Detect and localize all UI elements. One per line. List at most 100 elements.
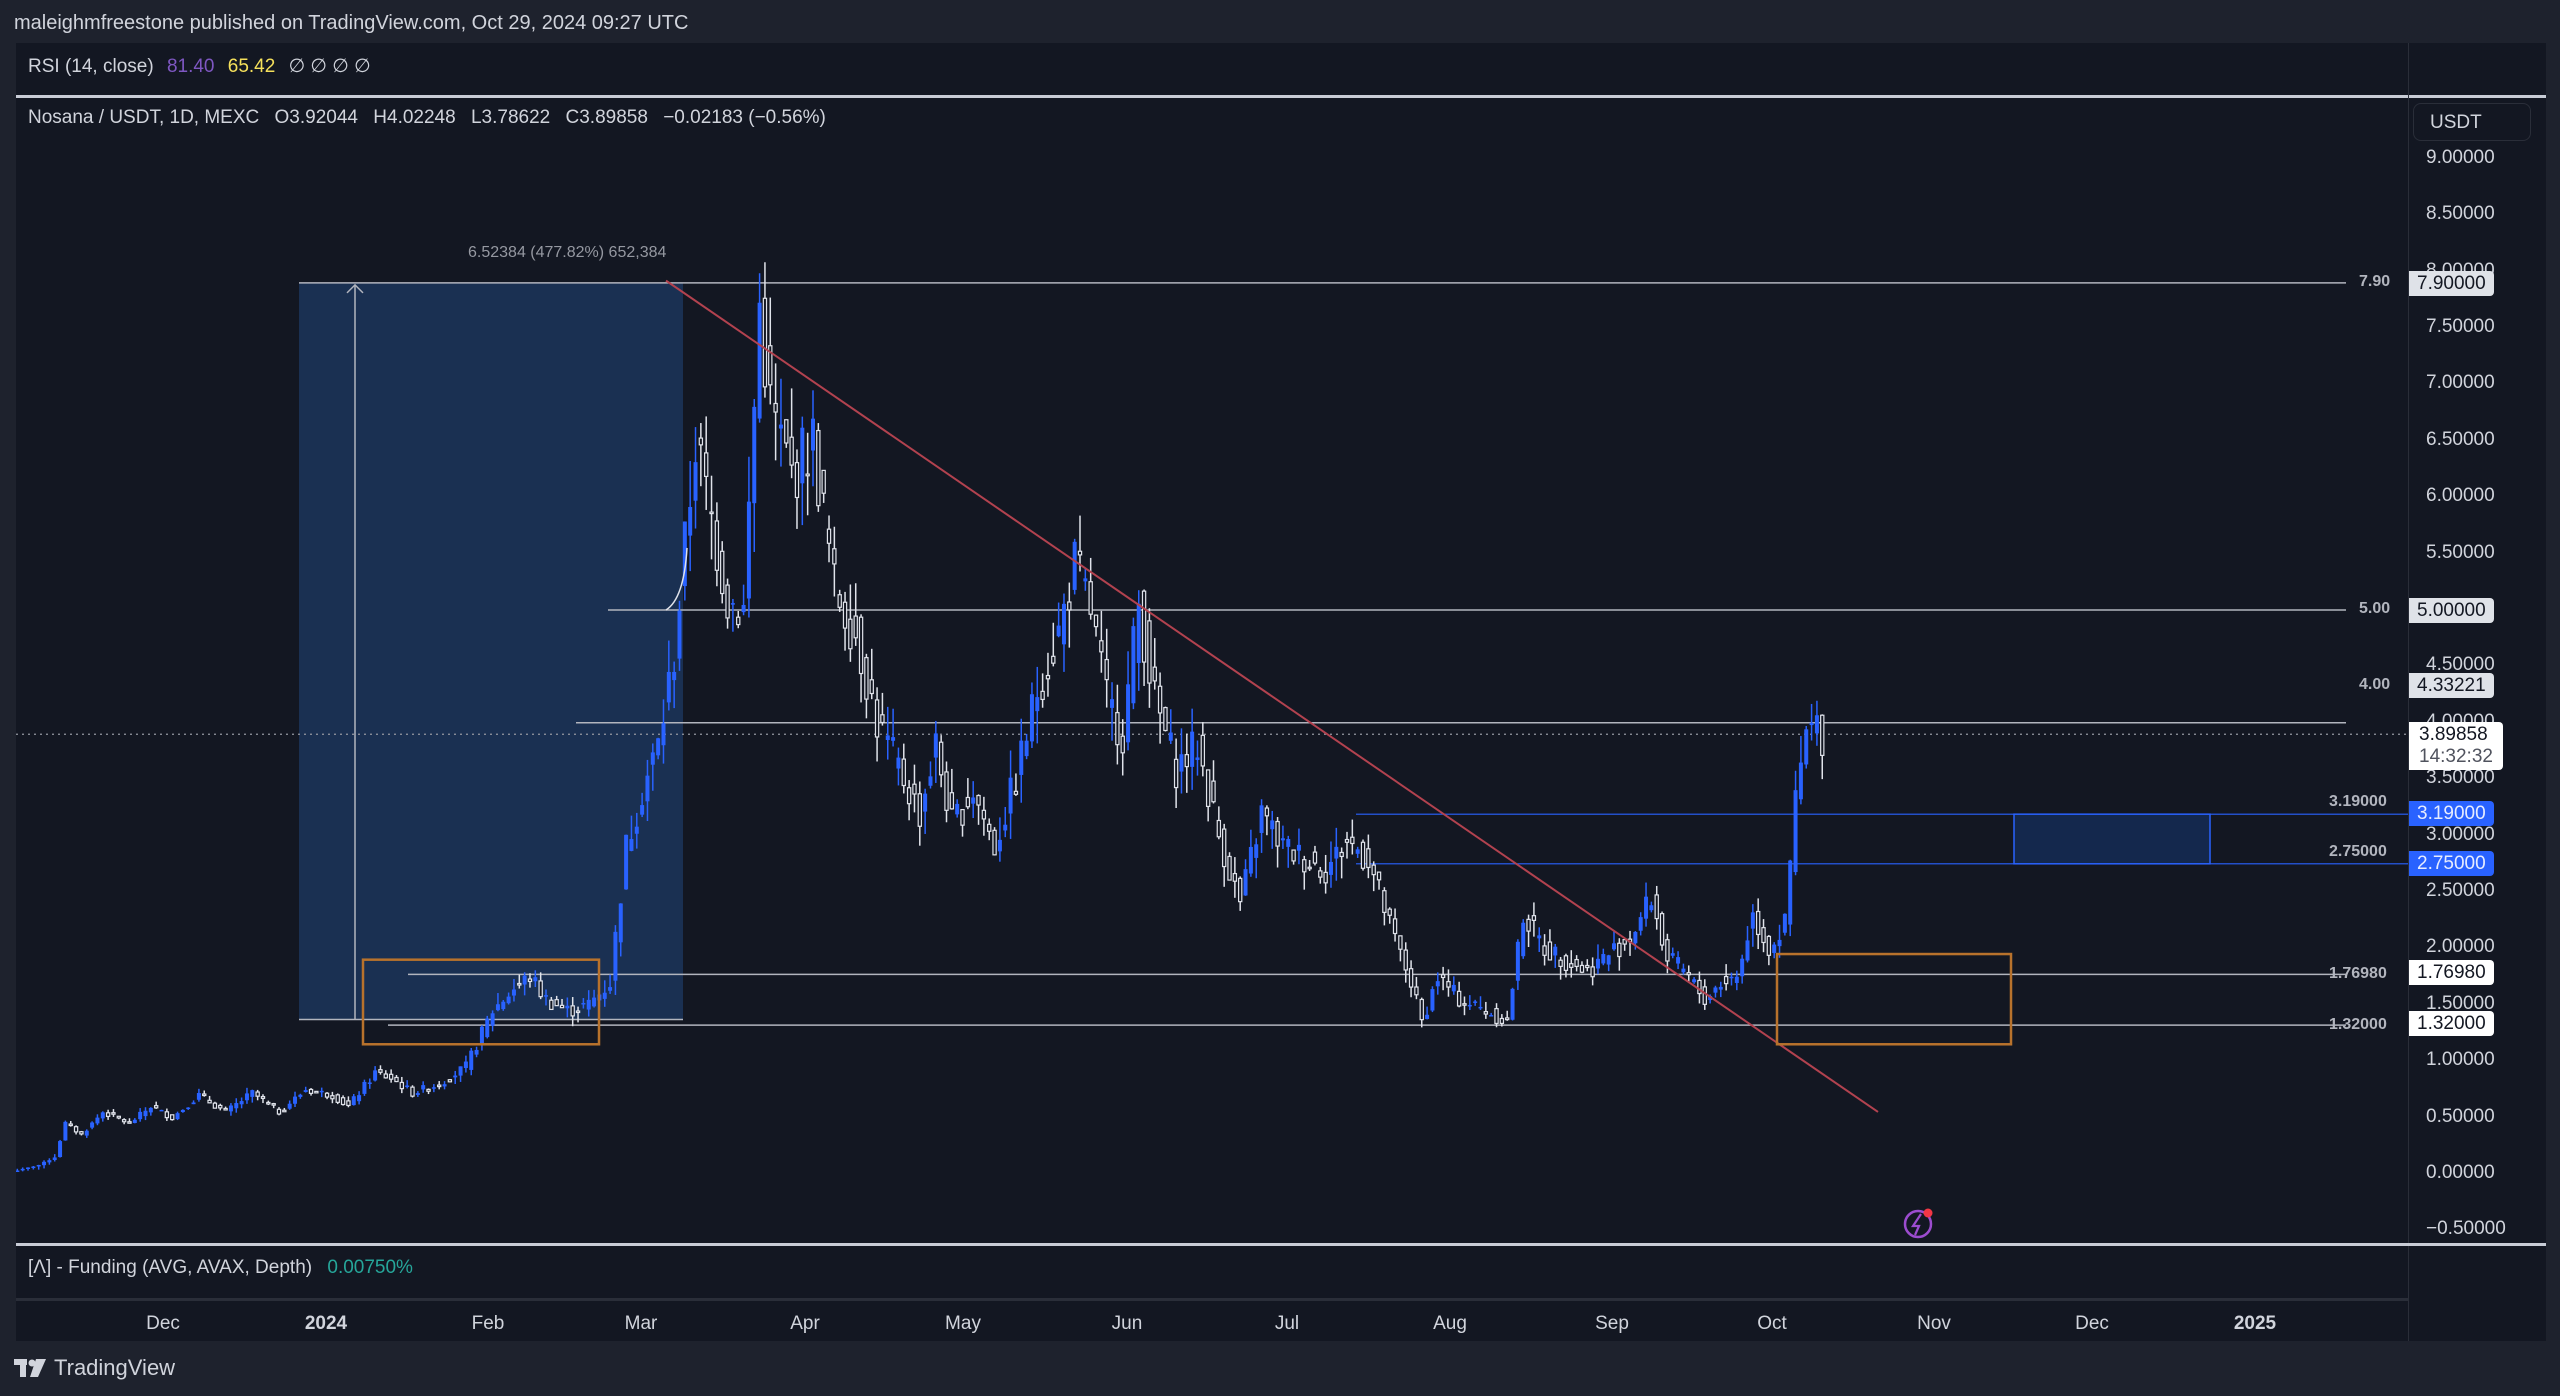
candle-up [624,834,629,890]
candle-down [127,1121,132,1124]
candle-down [1051,655,1056,664]
candle-down [965,796,971,808]
price-tag-500: 5.00000 [2409,598,2494,623]
tradingview-logo[interactable]: TradingView [14,1355,175,1381]
candle-up [1644,896,1649,919]
candle-down [1184,754,1189,768]
currency-button[interactable]: USDT [2413,103,2531,141]
candle-down [1200,734,1206,767]
candle-up [1777,939,1782,947]
candle-down [1761,927,1766,944]
candle-down [1371,864,1376,876]
candle-down [1440,974,1446,979]
candle-up [474,1049,479,1055]
candle-up [196,1093,201,1100]
measure-zone [299,282,683,1020]
candle-up [1510,988,1515,1020]
candle-up [1670,953,1675,956]
candle-up [688,506,693,536]
candle-up [1606,955,1611,965]
candle-up [250,1090,255,1097]
pane-divider-top[interactable] [16,95,2546,98]
pane-divider-bottom[interactable] [16,1243,2546,1246]
candle-down [276,1108,282,1115]
candle-up [63,1121,68,1141]
candle-up [666,671,671,703]
price-tick: 7.00000 [2426,372,2495,394]
candle-down [832,548,837,565]
candle-up [586,999,591,1010]
candle-up [1072,541,1077,590]
candle-down [426,1088,431,1092]
price-tick: −0.50000 [2426,1218,2506,1240]
candle-up [1254,844,1259,858]
candle-down [816,429,821,507]
candle-down [1755,910,1761,936]
candle-up [645,775,650,802]
candle-down [1398,935,1403,950]
candle-up [442,1084,447,1087]
candle-down [1504,1017,1510,1021]
level-label-319: 3.19000 [2329,793,2387,810]
candle-up [1601,954,1606,964]
funding-legend[interactable]: [Λ] - Funding (AVG, AVAX, Depth) 0.00750… [28,1257,423,1279]
candle-up [31,1166,36,1169]
rsi-pane[interactable]: RSI (14, close) 81.40 65.42 ∅ ∅ ∅ ∅ [16,43,2408,95]
candle-down [111,1112,116,1115]
candle-up [506,996,511,1004]
candle-down [1360,841,1366,869]
candle-up [1521,922,1526,957]
candle-down [399,1081,405,1090]
candle-down [1216,819,1222,838]
candle-down [1456,990,1462,1007]
candle-up [1745,940,1750,961]
chart-frame[interactable]: RSI (14, close) 81.40 65.42 ∅ ∅ ∅ ∅ Nosa… [16,43,2546,1341]
candle-down [1499,1017,1505,1025]
candle-down [1820,714,1825,756]
candle-up [608,987,613,991]
price-tag-132: 1.32000 [2409,1011,2494,1036]
candle-down [938,741,944,776]
candle-up [800,427,805,484]
candlestick-chart[interactable] [16,43,2408,1341]
candle-up [511,989,516,996]
candle-down [784,419,789,444]
candle-down [105,1112,111,1118]
symbol-legend[interactable]: Nosana / USDT, 1D, MEXC O3.92044 H4.0224… [28,107,836,129]
candle-up [186,1107,191,1110]
candle-down [437,1084,442,1088]
candle-down [570,1005,575,1017]
candle-up [1750,912,1755,929]
candle-up [677,610,682,659]
time-axis[interactable]: Dec 2024 Feb Mar Apr May Jun Jul Aug Sep Oct Nov Dec… [16,1298,2408,1344]
candle-down [266,1101,271,1105]
candle-up [640,805,645,815]
alert-lightning-icon[interactable] [1903,1208,1933,1239]
candle-up [1136,603,1141,664]
candle-up [95,1117,100,1124]
candle-down [874,699,880,738]
candle-up [479,1026,484,1044]
candle-down [575,1010,581,1014]
funding-value: 0.00750% [327,1257,413,1278]
candle-up [319,1090,324,1093]
candle-up [1131,626,1136,704]
candle-down [1483,1011,1489,1015]
candle-up [1718,986,1723,990]
candle-up [650,752,655,765]
candle-down [1147,620,1152,684]
candle-up [1024,740,1029,757]
price-tag-790: 7.90000 [2409,271,2494,296]
candle-up [661,723,666,746]
candle-up [1638,917,1643,931]
candle-down [1563,955,1569,971]
candle-up [90,1122,95,1128]
candle-down [1723,975,1729,985]
candle-down [153,1105,159,1109]
candle-up [469,1050,474,1070]
candle-up [730,603,735,605]
price-tick: 8.50000 [2426,203,2495,225]
bar-countdown: 14:32:32 [2419,746,2493,767]
rsi-legend[interactable]: RSI (14, close) 81.40 65.42 ∅ ∅ ∅ ∅ [28,55,379,78]
level-label-500: 5.00 [2359,600,2391,617]
